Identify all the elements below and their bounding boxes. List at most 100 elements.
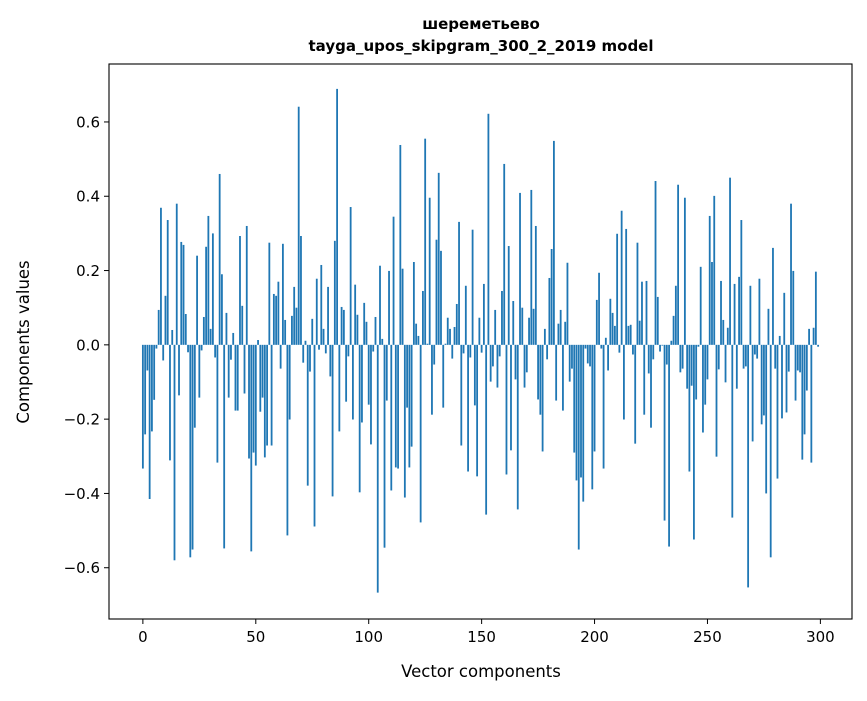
bar-component-294: [805, 344, 808, 391]
x-tick-label: 100: [354, 628, 383, 646]
bar-component-245: [695, 344, 698, 400]
bar-component-235: [672, 315, 675, 345]
bar-component-37: [225, 312, 228, 345]
bar-component-268: [747, 344, 750, 588]
bar-component-216: [629, 324, 632, 345]
bar-component-92: [349, 207, 352, 345]
bar-component-267: [744, 344, 747, 367]
bar-component-201: [595, 299, 598, 345]
bar-component-72: [304, 340, 307, 345]
bar-component-10: [164, 295, 167, 345]
bar-component-244: [693, 344, 695, 540]
bar-component-262: [733, 283, 736, 345]
bar-component-85: [333, 240, 336, 345]
bar-component-16: [178, 344, 180, 396]
bar-component-130: [435, 239, 438, 345]
bar-component-206: [607, 344, 610, 371]
bar-component-45: [243, 344, 246, 394]
bar-component-13: [171, 329, 174, 345]
bar-component-228: [656, 296, 659, 345]
bar-component-132: [440, 250, 442, 345]
bar-component-81: [324, 344, 327, 354]
bar-component-133: [442, 344, 445, 408]
bar-component-53: [261, 344, 264, 398]
bar-component-226: [652, 344, 655, 360]
bar-component-33: [216, 344, 219, 463]
x-tick-label: 300: [806, 628, 835, 646]
bar-component-173: [532, 308, 535, 345]
bar-component-220: [638, 320, 641, 345]
bar-component-247: [699, 266, 702, 345]
bar-component-183: [555, 344, 558, 401]
bar-component-54: [263, 344, 266, 458]
bar-component-135: [446, 317, 449, 345]
bar-component-299: [817, 344, 820, 347]
bar-component-232: [665, 344, 668, 365]
bar-component-223: [645, 280, 648, 345]
bar-component-178: [543, 328, 546, 345]
bar-component-117: [406, 344, 409, 408]
bar-component-75: [311, 318, 314, 345]
bar-component-249: [704, 344, 707, 405]
bar-component-209: [613, 325, 616, 345]
bar-component-254: [715, 344, 718, 457]
bar-component-63: [284, 319, 287, 345]
y-tick-label: −0.4: [64, 485, 100, 503]
bar-component-286: [787, 344, 790, 372]
bar-component-149: [478, 317, 481, 345]
bar-component-156: [494, 309, 497, 345]
bar-component-7: [157, 309, 160, 345]
bar-component-160: [503, 163, 506, 345]
bar-component-270: [751, 344, 754, 442]
bar-component-9: [162, 344, 165, 361]
bar-component-298: [814, 271, 817, 345]
bar-component-34: [218, 173, 221, 345]
bar-component-214: [625, 228, 628, 345]
bar-component-200: [593, 344, 596, 452]
bar-component-32: [214, 344, 217, 358]
x-axis: 0 50 100 150 200 250 300: [138, 619, 835, 646]
bar-component-52: [259, 344, 262, 412]
bar-component-188: [566, 262, 569, 345]
bar-component-144: [467, 344, 469, 472]
bar-component-51: [257, 340, 259, 345]
bar-component-22: [191, 344, 194, 550]
bar-component-194: [580, 344, 582, 478]
bar-component-170: [525, 344, 528, 373]
bar-component-222: [643, 344, 646, 415]
bar-component-44: [241, 305, 244, 345]
bar-component-162: [507, 246, 510, 345]
bar-component-94: [354, 284, 357, 345]
bar-component-203: [600, 344, 603, 349]
bar-component-76: [313, 344, 316, 527]
bar-component-104: [376, 344, 379, 593]
bar-component-79: [320, 264, 323, 345]
bar-component-20: [187, 344, 189, 353]
bar-component-181: [550, 249, 553, 345]
bar-component-128: [431, 344, 433, 415]
bar-component-127: [428, 197, 431, 345]
bar-component-96: [358, 344, 361, 493]
bar-component-41: [234, 344, 237, 411]
bar-component-119: [410, 344, 413, 447]
bar-component-280: [774, 344, 777, 369]
bar-component-35: [221, 274, 223, 345]
bar-component-126: [426, 343, 429, 345]
bar-component-68: [295, 307, 298, 345]
bar-component-185: [559, 309, 562, 345]
bar-component-202: [598, 272, 600, 345]
bar-component-265: [740, 220, 743, 345]
bar-component-213: [623, 344, 625, 420]
bar-component-142: [462, 344, 465, 354]
bar-component-274: [760, 344, 763, 425]
bar-component-106: [381, 338, 384, 345]
bar-component-154: [489, 344, 492, 382]
bar-component-256: [720, 280, 722, 345]
bar-component-38: [227, 344, 230, 398]
bar-component-77: [315, 278, 318, 345]
y-axis-label: Components values: [14, 260, 33, 423]
bar-component-2: [146, 344, 149, 371]
bar-component-1: [144, 344, 147, 435]
bar-component-70: [300, 235, 302, 345]
